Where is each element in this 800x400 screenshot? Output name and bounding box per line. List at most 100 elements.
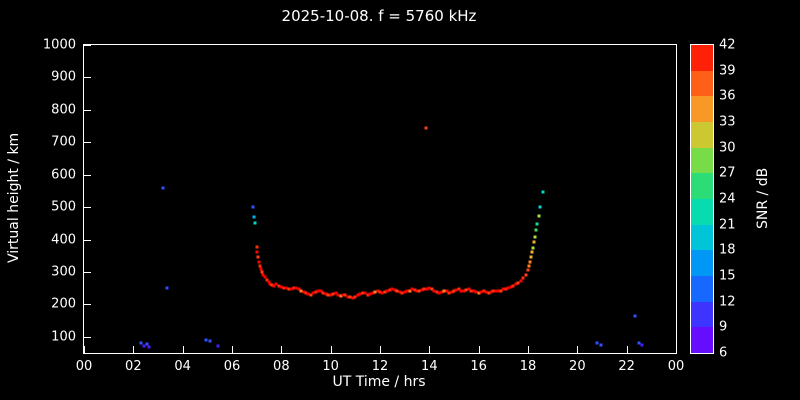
data-point <box>403 290 407 294</box>
colorbar-tick-label: 27 <box>719 165 736 181</box>
x-tick <box>478 346 480 353</box>
colorbar-band <box>691 45 713 71</box>
x-tick-label: 10 <box>322 359 339 374</box>
data-point <box>491 289 495 293</box>
data-point <box>299 289 303 293</box>
data-point <box>541 190 545 194</box>
y-tick-label: 800 <box>51 102 76 118</box>
data-point <box>531 246 535 250</box>
data-point <box>343 293 347 297</box>
y-tick <box>84 45 91 46</box>
data-point <box>358 292 362 296</box>
colorbar-band <box>691 224 713 251</box>
data-point <box>277 284 281 288</box>
data-point <box>504 287 508 291</box>
colorbar: 6 9 12 15 18 21 24 27 30 33 36 39 42 <box>690 38 736 361</box>
data-point <box>472 289 476 293</box>
colorbar-band <box>691 96 713 122</box>
data-point <box>405 289 409 293</box>
data-point <box>257 260 261 264</box>
colorbar-tick-label: 6 <box>719 345 728 361</box>
y-tick <box>84 77 91 79</box>
x-tick <box>281 346 283 353</box>
y-tick-label: 700 <box>51 134 76 150</box>
data-point <box>366 293 370 297</box>
x-tick <box>380 346 381 353</box>
data-point <box>208 339 212 343</box>
data-point <box>425 287 429 291</box>
data-point <box>509 285 513 289</box>
data-point <box>368 292 372 296</box>
data-point <box>353 295 357 299</box>
x-tick <box>182 346 184 353</box>
colorbar-band <box>691 70 713 97</box>
colorbar-band <box>691 250 713 276</box>
data-point <box>437 291 441 295</box>
data-point <box>526 268 530 272</box>
data-point <box>321 291 325 295</box>
y-tick-label: 200 <box>51 296 76 312</box>
colorbar-tick-label: 15 <box>719 268 736 284</box>
data-point <box>289 287 293 291</box>
x-tick-label: 00 <box>75 359 93 374</box>
data-point <box>284 286 288 290</box>
data-point <box>334 291 338 295</box>
data-point <box>489 290 493 294</box>
data-point <box>395 289 399 293</box>
data-point <box>408 289 412 293</box>
data-point <box>511 284 515 288</box>
data-point <box>499 289 503 293</box>
y-axis-label: Virtual height / km <box>6 132 22 264</box>
data-point <box>331 292 335 296</box>
y-tick <box>84 109 91 111</box>
x-tick-label: 16 <box>470 359 487 374</box>
data-point <box>534 228 538 232</box>
data-point <box>514 282 518 286</box>
x-tick-label: 08 <box>273 359 290 374</box>
y-tick <box>84 304 91 306</box>
y-tick <box>84 239 91 241</box>
colorbar-band <box>691 327 713 353</box>
data-point <box>595 341 599 345</box>
data-point <box>329 293 333 297</box>
data-point <box>454 288 458 292</box>
data-point <box>393 288 397 292</box>
x-tick <box>84 346 85 353</box>
x-tick-label: 06 <box>223 359 241 374</box>
y-tick-label: 1000 <box>42 37 76 53</box>
data-point <box>258 264 262 268</box>
x-tick-label: 04 <box>174 359 191 374</box>
x-tick <box>429 346 431 353</box>
data-point <box>309 293 313 297</box>
x-tick <box>232 346 233 353</box>
y-tick <box>84 271 91 273</box>
data-point <box>306 292 310 296</box>
y-tick-label: 900 <box>51 69 76 85</box>
colorbar-tick-label: 36 <box>719 88 736 104</box>
data-point <box>297 287 301 291</box>
data-point <box>311 291 315 295</box>
data-point <box>537 214 541 218</box>
data-point <box>383 290 387 294</box>
y-tick <box>84 142 91 144</box>
data-point <box>204 338 208 342</box>
data-point <box>256 255 260 259</box>
data-point <box>506 286 510 289</box>
x-tick-label: 18 <box>519 359 537 374</box>
data-point <box>287 287 291 291</box>
data-point <box>267 280 270 284</box>
colorbar-tick-label: 9 <box>719 319 728 335</box>
data-point <box>363 291 367 295</box>
colorbar-tick-label: 21 <box>719 217 736 233</box>
data-point <box>341 293 345 297</box>
data-point <box>529 255 533 259</box>
colorbar-band <box>691 122 713 148</box>
data-point <box>532 240 536 244</box>
data-point <box>373 290 377 294</box>
data-point <box>292 286 296 290</box>
data-point <box>530 250 534 254</box>
data-point <box>390 287 394 291</box>
data-point <box>633 314 637 318</box>
data-point <box>263 275 267 279</box>
